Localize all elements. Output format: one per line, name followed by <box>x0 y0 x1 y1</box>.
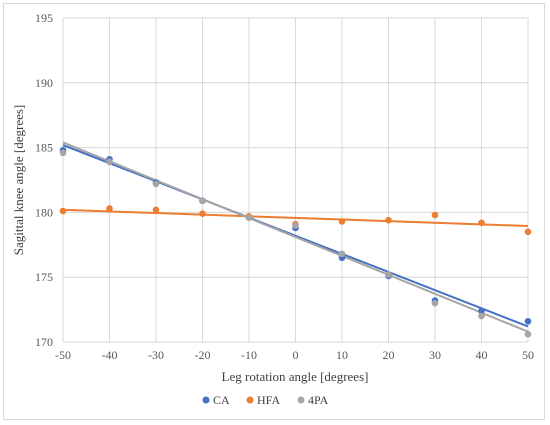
data-point-hfa <box>385 216 392 224</box>
y-tick-label: 185 <box>35 141 53 155</box>
data-point-4pa <box>199 197 206 205</box>
data-point-4pa <box>245 214 253 221</box>
y-axis-title: Sagittal knee angle [degrees] <box>11 105 26 256</box>
y-tick-label: 180 <box>35 205 53 219</box>
data-point-hfa <box>431 211 439 219</box>
legend-marker-4pa <box>297 396 305 404</box>
y-tick-label: 190 <box>35 76 53 90</box>
data-point-4pa <box>524 330 532 338</box>
trendline-4pa <box>62 141 529 333</box>
data-point-hfa <box>524 228 532 236</box>
data-point-hfa <box>106 205 113 212</box>
data-point-4pa <box>338 250 346 258</box>
x-axis-title: Leg rotation angle [degrees] <box>222 369 369 384</box>
y-tick-label: 175 <box>35 270 53 284</box>
data-point-hfa <box>59 207 67 215</box>
data-point-4pa <box>292 222 299 229</box>
data-point-4pa <box>431 299 439 307</box>
x-tick-label: 40 <box>476 348 488 362</box>
x-tick-label: 50 <box>522 348 534 362</box>
legend-label-ca: CA <box>213 393 230 407</box>
x-tick-label: 20 <box>383 348 395 362</box>
x-tick-label: -20 <box>195 348 211 362</box>
data-point-4pa <box>152 180 160 188</box>
y-tick-label: 195 <box>35 11 53 25</box>
x-tick-label: -10 <box>241 348 257 362</box>
data-point-hfa <box>199 210 206 217</box>
data-point-ca <box>524 317 532 325</box>
data-point-hfa <box>338 218 346 225</box>
tick-labels: -50 -40 -30 -20 -10 0 10 20 30 40 50 170 175 180 185 19… <box>35 11 534 362</box>
x-tick-label: -40 <box>102 348 118 362</box>
data-point-4pa <box>478 312 485 320</box>
x-tick-label: 10 <box>336 348 348 362</box>
trendline-hfa <box>62 208 529 228</box>
data-point-4pa <box>106 158 113 166</box>
legend-label-4pa: 4PA <box>308 393 329 407</box>
legend-marker-hfa <box>246 396 254 404</box>
legend-label-hfa: HFA <box>257 393 280 407</box>
legend: CA HFA 4PA <box>202 393 329 407</box>
trendline-ca <box>62 144 529 328</box>
grid-lines <box>62 17 529 343</box>
legend-marker-ca <box>202 396 210 404</box>
data-point-hfa <box>152 206 160 214</box>
data-point-4pa <box>385 271 392 278</box>
data-point-ca <box>478 307 485 315</box>
x-tick-label: -30 <box>148 348 164 362</box>
x-tick-label: 0 <box>293 348 299 362</box>
x-tick-label: 30 <box>429 348 441 362</box>
data-points <box>59 146 532 338</box>
x-tick-label: -50 <box>55 348 71 362</box>
y-tick-label: 170 <box>35 335 53 349</box>
data-point-4pa <box>59 149 67 157</box>
trendlines <box>62 141 529 333</box>
data-point-hfa <box>478 219 485 227</box>
